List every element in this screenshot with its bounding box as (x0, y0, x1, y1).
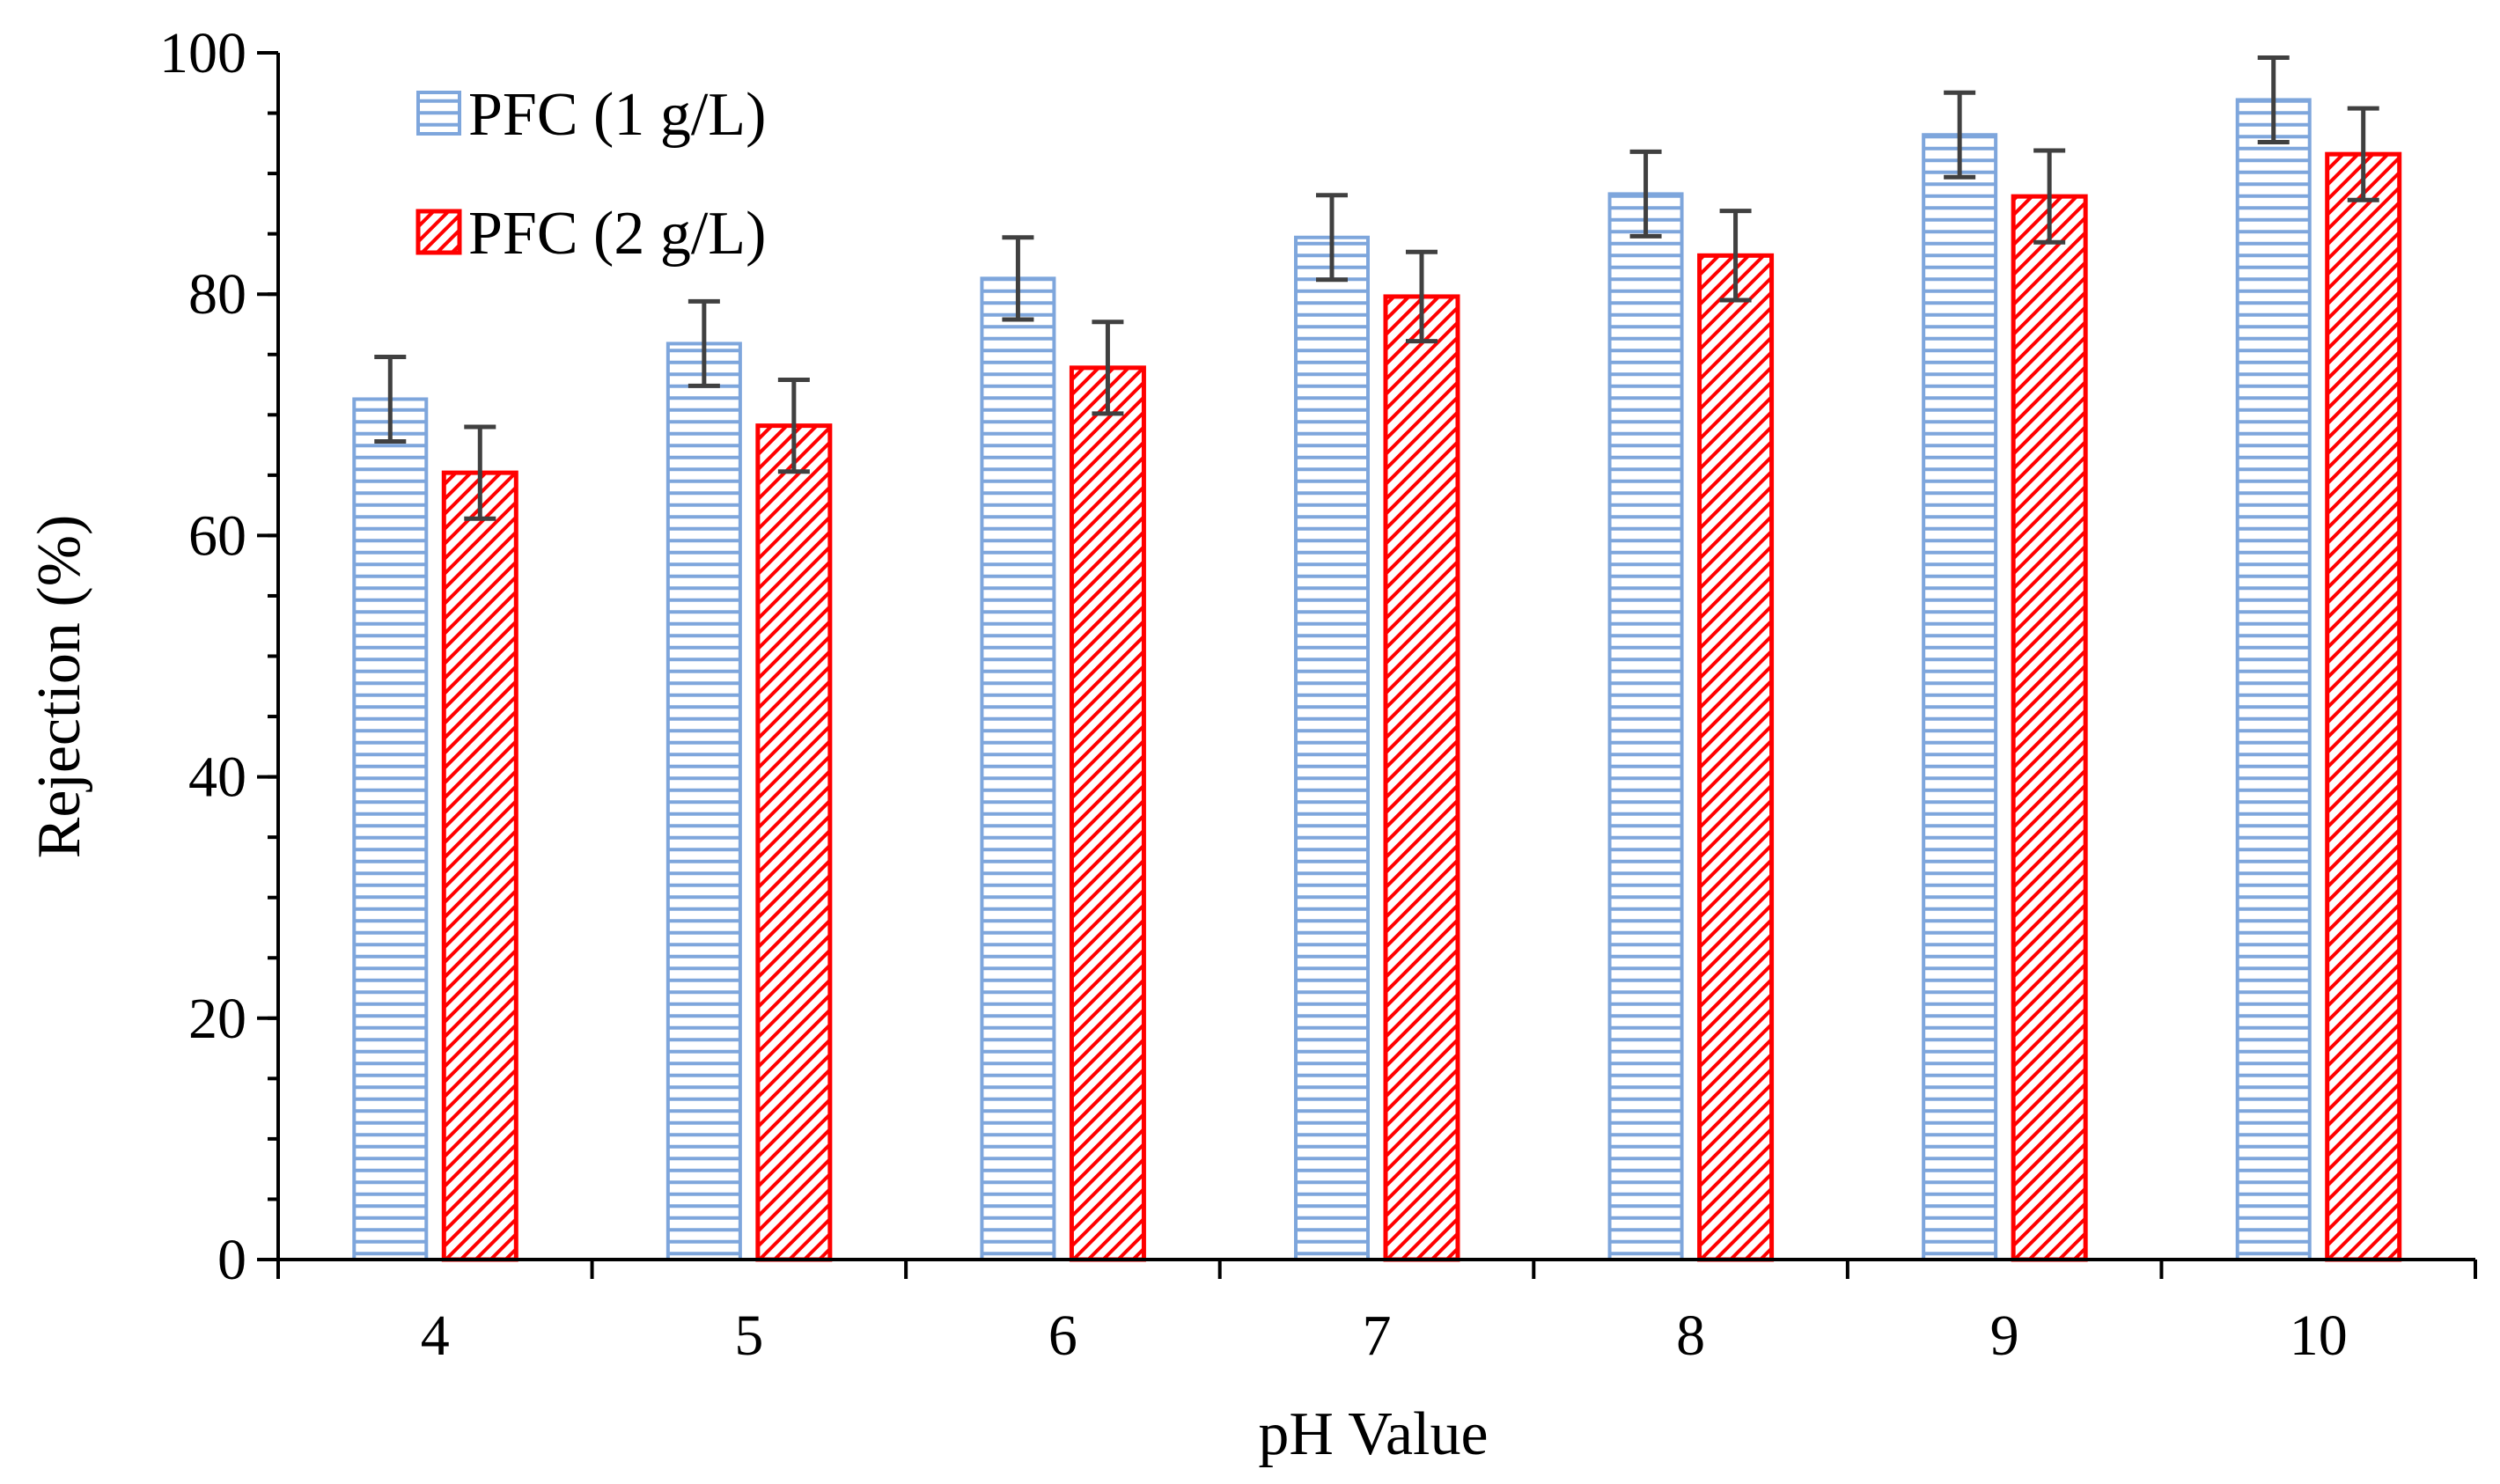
y-tick-label: 0 (217, 1228, 246, 1292)
bar-series-1 (665, 342, 742, 1261)
axes-group (257, 51, 2477, 1279)
y-tick-label: 100 (159, 21, 246, 85)
bar-series-1 (2235, 98, 2312, 1262)
y-tick-label: 80 (188, 262, 246, 327)
y-tick-label: 60 (188, 503, 246, 568)
bar-series-1 (980, 276, 1056, 1262)
x-tick-label: 9 (1990, 1304, 2019, 1368)
legend-item-series-1: PFC (1 g/L) (416, 81, 766, 149)
bar-series-1 (1922, 133, 1998, 1261)
x-tick-label: 10 (2290, 1304, 2348, 1368)
bars-group (352, 98, 2402, 1262)
legend-swatch-series-1 (416, 91, 461, 136)
bar-series-2 (2325, 151, 2402, 1262)
legend-label-series-2: PFC (2 g/L) (468, 200, 766, 268)
bar-series-1 (1607, 192, 1684, 1262)
legend: PFC (1 g/L) PFC (2 g/L) (415, 81, 766, 268)
bar-series-2 (441, 470, 518, 1262)
x-tick-label: 7 (1363, 1304, 1392, 1368)
y-tick-label: 20 (188, 987, 246, 1051)
error-bars-group (374, 55, 2379, 521)
x-tick-label: 5 (734, 1304, 763, 1368)
bar-series-2 (1383, 294, 1460, 1262)
bar-series-2 (755, 423, 833, 1262)
x-axis-title: pH Value (1258, 1400, 1488, 1468)
y-tick-label: 40 (188, 746, 246, 810)
bar-series-1 (352, 397, 429, 1261)
tick-labels-group: 0 20 40 60 80 100 4 5 6 7 8 9 10 (159, 21, 2348, 1368)
y-axis-title: Rejection (%) (26, 515, 93, 859)
legend-swatch-series-2 (415, 209, 462, 255)
bar-series-2 (1697, 253, 1775, 1262)
x-tick-label: 8 (1676, 1304, 1705, 1368)
x-tick-label: 4 (421, 1304, 450, 1368)
legend-item-series-2: PFC (2 g/L) (415, 200, 766, 268)
bar-series-1 (1294, 235, 1370, 1262)
bar-series-2 (1069, 365, 1146, 1262)
bar-series-2 (2011, 194, 2088, 1262)
legend-label-series-1: PFC (1 g/L) (468, 81, 766, 149)
x-tick-label: 6 (1048, 1304, 1077, 1368)
